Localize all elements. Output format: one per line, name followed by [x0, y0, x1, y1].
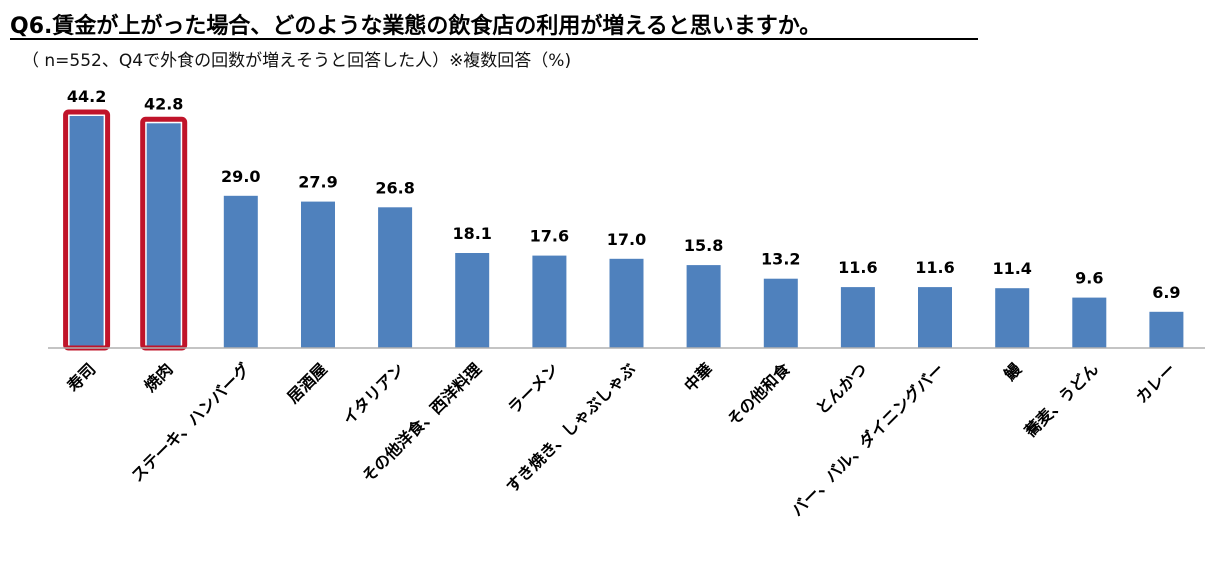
value-label-7: 17.6 — [530, 227, 569, 246]
category-label-14: 蕎麦、うどん — [1020, 359, 1102, 441]
category-label-13: 鰻 — [1000, 359, 1025, 384]
value-label-6: 18.1 — [452, 224, 491, 243]
category-label-1: 寿司 — [63, 359, 99, 395]
value-label-10: 13.2 — [761, 250, 800, 269]
value-label-5: 26.8 — [375, 178, 414, 197]
bar-5 — [378, 207, 413, 348]
value-label-13: 11.4 — [992, 259, 1031, 278]
value-label-4: 27.9 — [298, 173, 337, 192]
bar-7 — [532, 255, 567, 348]
bar-3 — [223, 195, 258, 348]
category-label-4: 居酒屋 — [283, 359, 330, 406]
value-label-14: 9.6 — [1075, 269, 1103, 288]
bar-1 — [69, 116, 104, 348]
value-label-1: 44.2 — [67, 87, 106, 106]
category-label-11: とんかつ — [812, 359, 871, 418]
category-label-8: すき焼き、しゃぶしゃぶ — [502, 359, 639, 496]
category-label-2: 焼肉 — [140, 359, 176, 395]
category-label-7: ラーメン — [504, 359, 562, 417]
bar-9 — [686, 265, 721, 348]
bar-11 — [840, 287, 875, 348]
category-label-5: イタリアン — [339, 359, 408, 428]
bar-2 — [146, 123, 181, 348]
bar-10 — [763, 278, 798, 348]
value-label-3: 29.0 — [221, 167, 260, 186]
bar-14 — [1072, 297, 1107, 348]
bar-4 — [301, 201, 335, 348]
category-label-15: カレー — [1132, 359, 1179, 406]
bar-8 — [609, 258, 644, 348]
value-label-8: 17.0 — [607, 230, 646, 249]
value-label-15: 6.9 — [1152, 283, 1180, 302]
category-label-9: 中華 — [680, 359, 716, 395]
bar-13 — [995, 288, 1030, 348]
title-underline — [10, 38, 978, 40]
chart-title: Q6.賃金が上がった場合、どのような業態の飲食店の利用が増えると思いますか。 — [10, 14, 822, 39]
value-label-11: 11.6 — [838, 258, 877, 277]
value-label-2: 42.8 — [144, 94, 183, 113]
category-label-12: バー、バル、ダイニングバー — [787, 359, 947, 519]
bar-15 — [1149, 311, 1184, 348]
category-label-10: その他和食 — [724, 359, 795, 430]
bars-layer — [63, 109, 1184, 351]
value-label-12: 11.6 — [915, 258, 954, 277]
bar-12 — [918, 287, 952, 348]
value-label-9: 15.8 — [684, 236, 723, 255]
chart-subtitle: （ n=552、Q4で外食の回数が増えそうと回答した人）※複数回答（%) — [22, 51, 572, 71]
bar-6 — [455, 253, 490, 348]
